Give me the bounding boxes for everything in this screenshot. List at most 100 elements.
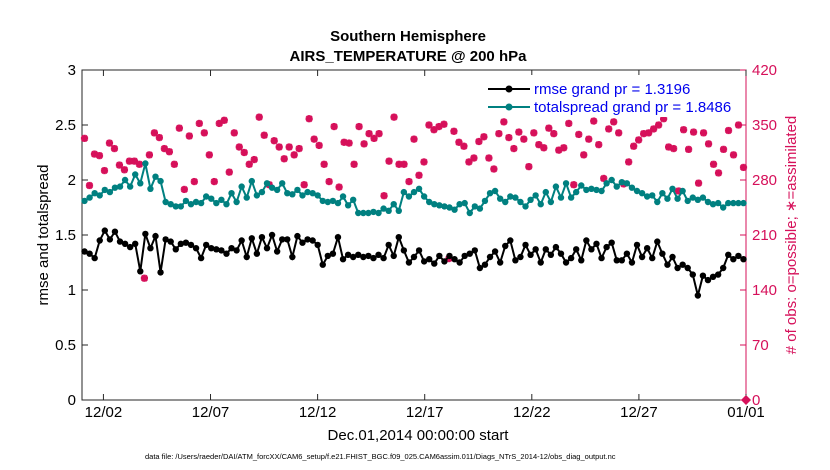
obs-assimilated-point [130,157,139,165]
obs-marker-stroke [565,119,573,127]
rmse-point [172,246,179,253]
totalspread-point [385,207,392,214]
obs-marker-stroke [540,144,548,152]
rmse-point [740,256,747,263]
obs-marker-stroke [315,141,323,149]
totalspread-point [481,197,489,205]
rmse-point [187,241,195,249]
totalspread-point [578,182,585,189]
x-tick-label: 12/27 [620,404,658,421]
rmse-point [121,240,129,247]
obs-marker-stroke [570,181,578,189]
obs-assimilated-point [415,171,423,179]
obs-assimilated-point [670,144,678,153]
totalspread-point [542,188,549,196]
rmse-point [654,238,661,245]
obs-marker-stroke [285,143,293,151]
totalspread-point [654,198,661,206]
obs-marker-stroke [590,117,598,125]
totalspread-point [96,192,103,199]
obs-marker-stroke [600,174,608,182]
obs-assimilated-point [724,126,733,135]
rmse-point [466,250,473,257]
rmse-point [81,248,88,255]
obs-marker-stroke [86,182,93,189]
totalspread-point [719,204,727,211]
totalspread-point [172,203,179,210]
obs-assimilated-point [350,160,358,168]
obs-assimilated-point [330,122,338,131]
rmse-point [603,243,610,251]
rmse-point [730,256,737,263]
totalspread-point [187,201,195,208]
totalspread-point [101,186,109,194]
obs-marker-stroke [560,144,568,152]
totalspread-point [420,193,428,200]
obs-assimilated-point [699,129,708,137]
rmse-point [441,258,448,265]
rmse-point [370,254,377,262]
obs-marker-stroke [235,143,243,151]
rmse-point [390,252,397,260]
obs-marker-stroke [535,141,543,149]
series-layer [80,113,751,405]
obs-assimilated-point [215,119,223,128]
obs-marker-stroke [725,127,733,134]
obs-assimilated-point [430,126,438,134]
obs-marker-stroke [670,145,678,153]
totalspread-point [451,206,458,213]
totalspread-point [116,183,124,190]
obs-assimilated-point [95,152,104,160]
obs-marker-stroke [220,116,228,124]
obs-marker-stroke [680,126,688,134]
rmse-point [689,271,696,278]
obs-marker-stroke [490,165,498,173]
totalspread-point [223,201,230,208]
totalspread-point [603,180,610,187]
obs-assimilated-point [585,135,593,143]
obs-assimilated-point [485,154,493,162]
obs-marker-stroke [390,113,398,121]
totalspread-point [573,188,580,196]
y-left-tick-label: 0.5 [55,337,76,354]
totalspread-point [111,184,119,191]
rmse-point [339,256,347,263]
obs-marker-stroke [430,126,438,134]
obs-marker-stroke [695,179,703,187]
obs-marker-stroke [585,135,593,143]
totalspread-point [263,180,271,187]
rmse-point [436,252,443,260]
rmse-point [426,256,433,263]
obs-assimilated-point [400,160,408,168]
totalspread-point [228,190,235,197]
totalspread-point [517,198,524,206]
chart-subtitle: AIRS_TEMPERATURE @ 200 hPa [290,48,528,65]
rmse-point [618,257,626,264]
rmse-point [496,259,504,266]
obs-marker-stroke [685,145,693,153]
rmse-point [289,253,296,261]
rmse-point [613,257,620,264]
obs-assimilated-point [455,138,463,146]
x-axis-label: Dec.01,2014 00:00:00 start [328,427,510,444]
obs-assimilated-point [595,141,603,149]
totalspread-point [177,203,185,210]
y-right-tick-label: 0 [752,392,760,409]
totalspread-point [243,194,250,201]
obs-marker-stroke [510,145,518,153]
totalspread-point [344,202,352,209]
obs-marker-stroke [655,121,663,129]
obs-assimilated-point [195,119,203,128]
totalspread-point [714,199,722,207]
rmse-point [349,253,357,261]
obs-assimilated-point [535,141,543,149]
y-left-tick-label: 1.5 [55,227,76,244]
totalspread-point [608,176,615,184]
obs-marker-stroke [625,158,633,166]
obs-marker-stroke [735,121,742,129]
obs-marker-stroke [450,127,458,135]
obs-assimilated-point [565,119,573,128]
obs-marker-stroke [255,113,263,121]
totalspread-point [547,198,555,206]
totalspread-point [279,180,286,187]
